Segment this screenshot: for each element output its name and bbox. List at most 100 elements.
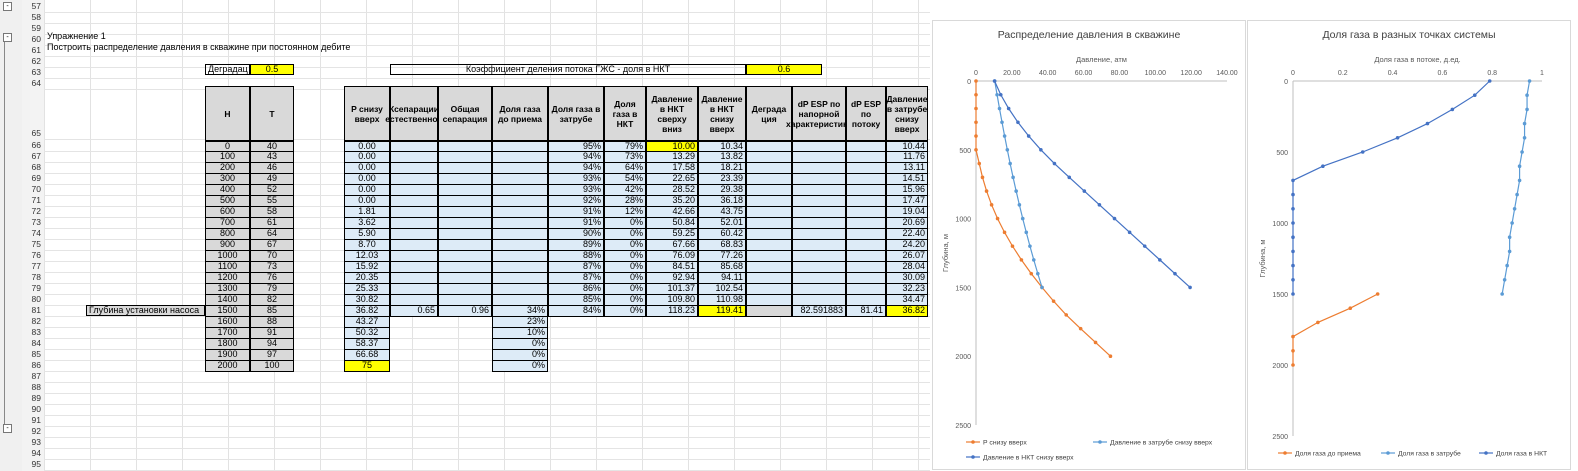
table-cell-gi[interactable]: 23% (492, 317, 548, 328)
table-cell-pu[interactable]: 52.01 (698, 218, 746, 229)
table-cell-df[interactable] (846, 262, 886, 273)
row-number[interactable]: 87 (31, 371, 41, 381)
table-cell-gz[interactable]: 93% (548, 174, 604, 185)
table-cell-p[interactable]: 1.81 (344, 207, 390, 218)
table-cell-df[interactable] (846, 185, 886, 196)
table-cell-gi[interactable] (492, 218, 548, 229)
table-cell-H[interactable]: 200 (205, 163, 250, 174)
row-number[interactable]: 66 (31, 140, 41, 150)
table-cell-pa[interactable]: 30.09 (886, 273, 928, 284)
table-cell-pd[interactable]: 118.23 (646, 306, 698, 317)
table-cell-T[interactable]: 91 (250, 328, 294, 339)
table-cell-dh[interactable] (792, 196, 846, 207)
table-cell-T[interactable]: 100 (250, 361, 294, 372)
table-cell-pd[interactable]: 84.51 (646, 262, 698, 273)
table-cell-p[interactable]: 50.32 (344, 328, 390, 339)
table-cell-pa[interactable]: 22.40 (886, 229, 928, 240)
table-cell-df[interactable] (846, 174, 886, 185)
row-number[interactable]: 69 (31, 173, 41, 183)
table-cell-ks[interactable] (390, 251, 438, 262)
table-cell-gz[interactable]: 94% (548, 152, 604, 163)
table-cell-T[interactable]: 70 (250, 251, 294, 262)
table-cell-p[interactable]: 30.82 (344, 295, 390, 306)
table-cell-T[interactable]: 40 (250, 141, 294, 152)
table-cell-T[interactable]: 88 (250, 317, 294, 328)
table-cell-dg[interactable] (746, 218, 792, 229)
table-cell-dh[interactable] (792, 207, 846, 218)
table-cell-pu[interactable]: 68.83 (698, 240, 746, 251)
table-cell-dh[interactable] (792, 229, 846, 240)
degradation-value[interactable]: 0.5 (250, 64, 294, 75)
table-cell-dg[interactable] (746, 240, 792, 251)
row-number[interactable]: 72 (31, 206, 41, 216)
table-cell-df[interactable] (846, 295, 886, 306)
table-cell-df[interactable] (846, 152, 886, 163)
table-cell-H[interactable]: 1900 (205, 350, 250, 361)
table-cell-dh[interactable] (792, 295, 846, 306)
table-cell-gi[interactable] (492, 251, 548, 262)
table-cell-ts[interactable] (438, 218, 492, 229)
table-cell-dg[interactable] (746, 306, 792, 317)
table-cell-dh[interactable] (792, 141, 846, 152)
table-cell-p[interactable]: 15.92 (344, 262, 390, 273)
table-cell-gn[interactable]: 0% (604, 229, 646, 240)
table-cell-T[interactable]: 79 (250, 284, 294, 295)
table-cell-dg[interactable] (746, 273, 792, 284)
row-number[interactable]: 92 (31, 426, 41, 436)
table-cell-T[interactable]: 64 (250, 229, 294, 240)
row-number[interactable]: 85 (31, 349, 41, 359)
gas-fraction-chart[interactable]: Доля газа в разных точках системы Доля га… (1247, 20, 1571, 470)
table-cell-pd[interactable]: 50.84 (646, 218, 698, 229)
row-number[interactable]: 76 (31, 250, 41, 260)
table-cell-ts[interactable] (438, 185, 492, 196)
table-cell-gi[interactable] (492, 152, 548, 163)
table-cell-dh[interactable]: 82.591883 (792, 306, 846, 317)
row-number[interactable]: 63 (31, 67, 41, 77)
row-number[interactable]: 60 (31, 34, 41, 44)
table-cell-pu[interactable]: 18.21 (698, 163, 746, 174)
table-cell-H[interactable]: 800 (205, 229, 250, 240)
table-cell-pd[interactable]: 109.80 (646, 295, 698, 306)
table-cell-dh[interactable] (792, 273, 846, 284)
table-cell-ts[interactable] (438, 262, 492, 273)
table-cell-df[interactable] (846, 251, 886, 262)
table-cell-H[interactable]: 400 (205, 185, 250, 196)
table-cell-T[interactable]: 61 (250, 218, 294, 229)
table-cell-gn[interactable]: 0% (604, 251, 646, 262)
table-cell-H[interactable]: 900 (205, 240, 250, 251)
table-cell-pd[interactable]: 17.58 (646, 163, 698, 174)
collapse-toggle-group-92[interactable]: - (3, 424, 12, 433)
table-cell-gi[interactable] (492, 240, 548, 251)
table-cell-gn[interactable]: 0% (604, 295, 646, 306)
table-cell-ts[interactable] (438, 273, 492, 284)
table-cell-gz[interactable]: 93% (548, 185, 604, 196)
table-cell-pa[interactable]: 11.76 (886, 152, 928, 163)
table-cell-ks[interactable] (390, 229, 438, 240)
table-cell-pa[interactable]: 32.23 (886, 284, 928, 295)
row-number[interactable]: 81 (31, 305, 41, 315)
row-number[interactable]: 94 (31, 448, 41, 458)
table-cell-pd[interactable]: 35.20 (646, 196, 698, 207)
table-cell-gi[interactable] (492, 185, 548, 196)
table-cell-p[interactable]: 8.70 (344, 240, 390, 251)
table-cell-pd[interactable]: 22.65 (646, 174, 698, 185)
table-cell-dg[interactable] (746, 207, 792, 218)
table-cell-T[interactable]: 46 (250, 163, 294, 174)
table-cell-ts[interactable] (438, 196, 492, 207)
table-cell-T[interactable]: 82 (250, 295, 294, 306)
row-number[interactable]: 67 (31, 151, 41, 161)
table-cell-gz[interactable]: 87% (548, 273, 604, 284)
table-cell-ks[interactable] (390, 295, 438, 306)
table-cell-df[interactable] (846, 207, 886, 218)
table-cell-df[interactable]: 81.41 (846, 306, 886, 317)
table-cell-H[interactable]: 100 (205, 152, 250, 163)
table-cell-T[interactable]: 43 (250, 152, 294, 163)
table-cell-dg[interactable] (746, 174, 792, 185)
table-cell-pu[interactable]: 85.68 (698, 262, 746, 273)
row-number[interactable]: 74 (31, 228, 41, 238)
table-cell-ks[interactable] (390, 284, 438, 295)
row-number[interactable]: 80 (31, 294, 41, 304)
table-cell-ks[interactable] (390, 196, 438, 207)
table-cell-ts[interactable] (438, 207, 492, 218)
table-cell-gn[interactable]: 0% (604, 240, 646, 251)
